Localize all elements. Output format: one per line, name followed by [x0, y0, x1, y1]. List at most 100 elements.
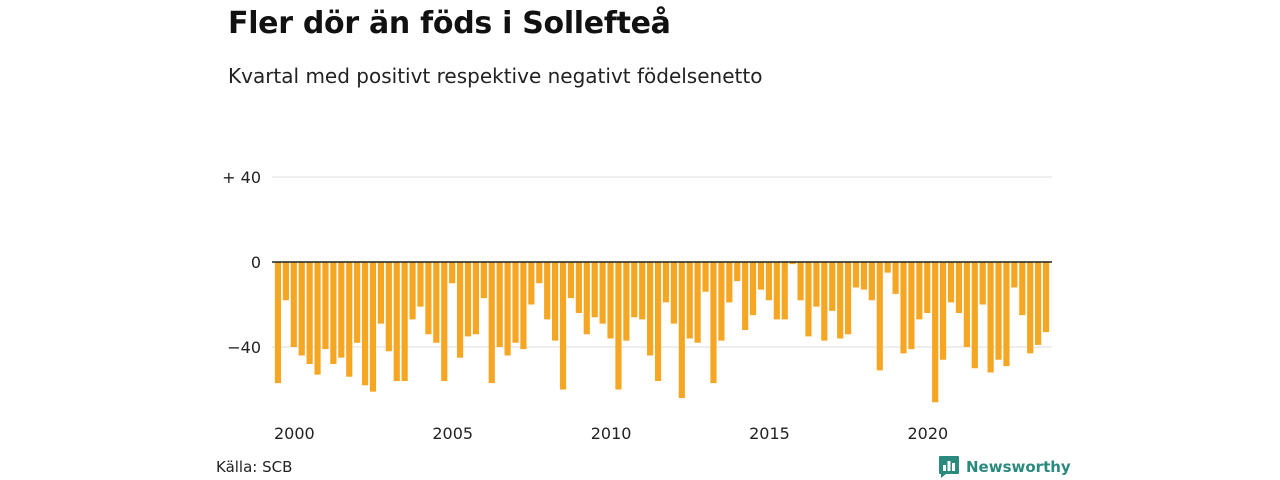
bar: 2013 Q3: -14 [702, 262, 709, 292]
bar: 2003 Q1: -61 [369, 262, 377, 392]
y-axis-ticks: + 40 0 −40 [222, 168, 261, 357]
bar: 2008 Q2: -10 [536, 262, 543, 284]
bar: 2022 Q3: -52 [987, 262, 994, 373]
bar: 2000 Q3: -40 [290, 262, 297, 347]
bar: 2022 Q2: -20 [979, 262, 986, 305]
bar: 2008 Q4: -37 [552, 262, 559, 341]
bar: 2019 Q2: -5 [884, 262, 891, 273]
x-tick-label: 2005 [432, 424, 473, 443]
bar: 2021 Q4: -40 [963, 262, 970, 347]
bar: 2001 Q4: -48 [330, 262, 337, 364]
bar-chart-logo-icon [939, 456, 959, 478]
x-tick-label: 2020 [907, 424, 948, 443]
brand-logo: Newsworthy [938, 454, 1071, 480]
bar: 2003 Q3: -42 [385, 262, 392, 352]
bar: 2017 Q4: -36 [837, 262, 844, 339]
bar: 2004 Q3: -21 [417, 262, 424, 307]
bar: 2000 Q2: -18 [282, 262, 289, 301]
bar: 2022 Q1: -50 [971, 262, 978, 369]
bar: 2011 Q3: -27 [639, 262, 646, 320]
bar: 2020 Q3: -24 [924, 262, 931, 313]
bar: 2014 Q2: -19 [726, 262, 733, 303]
bar: 2018 Q1: -34 [844, 262, 852, 335]
bar: 2018 Q4: -18 [868, 262, 875, 301]
bar: 2010 Q3: -36 [607, 262, 614, 339]
bar: 2019 Q1: -51 [876, 262, 883, 371]
bar: 2015 Q4: -27 [773, 262, 780, 320]
bar: 2003 Q4: -56 [393, 262, 400, 381]
bar: 2006 Q4: -57 [488, 262, 495, 384]
bar: 2004 Q4: -34 [425, 262, 432, 335]
bar: 2020 Q2: -27 [916, 262, 923, 320]
x-tick-label: 2010 [591, 424, 632, 443]
bar: 2020 Q1: -41 [908, 262, 915, 350]
bar: 2023 Q2: -12 [1011, 262, 1018, 288]
bar: 2008 Q3: -27 [544, 262, 551, 320]
bar: 2008 Q1: -20 [528, 262, 535, 305]
bar: 2000 Q4: -44 [298, 262, 305, 356]
bar: 2002 Q2: -54 [346, 262, 353, 377]
bar: 2005 Q4: -45 [456, 262, 464, 358]
bar: 2015 Q3: -18 [765, 262, 772, 301]
bar: 2012 Q1: -56 [654, 262, 662, 381]
bar: 2024 Q1: -39 [1035, 262, 1042, 345]
bar: 2006 Q1: -35 [464, 262, 472, 337]
y-tick-label: 0 [251, 253, 261, 272]
bar: 2007 Q2: -44 [504, 262, 511, 356]
bar: 2016 Q2: -1 [789, 262, 796, 265]
bar: 2007 Q3: -38 [512, 262, 519, 343]
bar: 2004 Q1: -56 [401, 262, 408, 381]
bar: 2024 Q2: -33 [1042, 262, 1050, 333]
bar: 2019 Q4: -43 [900, 262, 907, 354]
bar: 2009 Q4: -34 [583, 262, 590, 335]
bar: 2021 Q2: -19 [947, 262, 955, 303]
bar: 2015 Q1: -25 [749, 262, 757, 316]
bar: 2002 Q3: -38 [354, 262, 361, 343]
x-axis-ticks: 2000 2005 2010 2015 2020 [274, 424, 948, 443]
bar: 2007 Q4: -41 [520, 262, 527, 350]
bar: 2004 Q2: -27 [409, 262, 416, 320]
bar: 2017 Q3: -23 [829, 262, 836, 311]
chart-subtitle: Kvartal med positivt respektive negativt… [228, 64, 763, 88]
bar: 2011 Q4: -44 [647, 262, 654, 356]
bar: 2009 Q2: -17 [567, 262, 575, 299]
bar: 2014 Q3: -9 [734, 262, 741, 282]
bar: 2002 Q4: -58 [361, 262, 369, 386]
bar: 2017 Q1: -21 [813, 262, 820, 307]
bar: 2011 Q1: -37 [623, 262, 630, 341]
bar: 2016 Q1: -27 [781, 262, 788, 320]
bar: 2010 Q1: -26 [591, 262, 598, 318]
bar: 2021 Q1: -46 [940, 262, 947, 360]
bar: 2005 Q3: -10 [449, 262, 456, 284]
bar: 2002 Q1: -45 [338, 262, 345, 358]
y-tick-label: + 40 [222, 168, 261, 187]
bar: 2005 Q1: -38 [433, 262, 440, 343]
bar: 2020 Q4: -66 [932, 262, 939, 403]
chart-title: Fler dör än föds i Sollefteå [228, 6, 671, 41]
bar: 2013 Q1: -36 [686, 262, 693, 339]
bar: 2018 Q2: -12 [852, 262, 860, 288]
bar: 2023 Q1: -49 [1003, 262, 1010, 367]
bar: 2012 Q3: -29 [670, 262, 677, 324]
bar: 2021 Q3: -24 [955, 262, 963, 313]
source-note: Källa: SCB [216, 458, 293, 476]
bar: 2013 Q4: -57 [710, 262, 717, 384]
bar: 2018 Q3: -13 [860, 262, 868, 290]
bar: 2014 Q4: -32 [742, 262, 749, 330]
x-tick-label: 2000 [274, 424, 315, 443]
bar: 2019 Q3: -15 [892, 262, 899, 294]
bar-series: 2000 Q1: -572000 Q2: -182000 Q3: -402000… [274, 262, 1050, 403]
bar: 2023 Q3: -25 [1019, 262, 1026, 316]
bar: 2005 Q2: -56 [441, 262, 448, 381]
bar: 2022 Q4: -46 [995, 262, 1002, 360]
bar: 2006 Q3: -17 [480, 262, 487, 299]
bar: 2007 Q1: -40 [496, 262, 503, 347]
bar: 2009 Q1: -60 [559, 262, 567, 390]
bar: 2012 Q4: -64 [678, 262, 685, 398]
bar: 2012 Q2: -19 [662, 262, 670, 303]
bar: 2011 Q2: -26 [631, 262, 638, 318]
bar: 2001 Q2: -53 [314, 262, 321, 375]
bar: 2000 Q1: -57 [274, 262, 282, 384]
bar: 2016 Q4: -35 [805, 262, 812, 337]
